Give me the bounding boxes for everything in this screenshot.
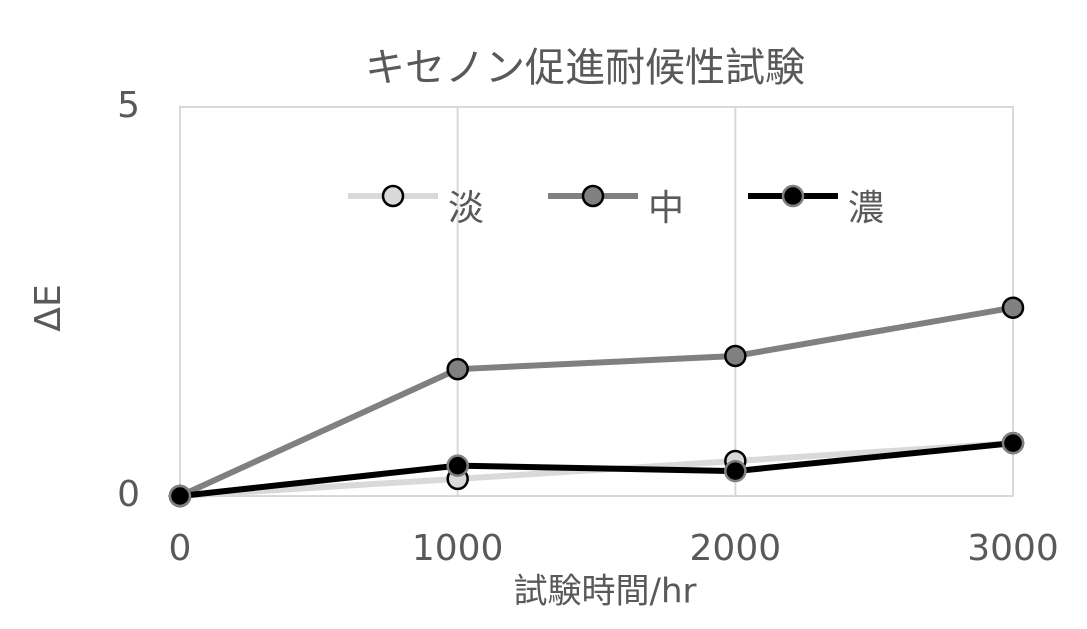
chart-title: キセノン促進耐候性試験 [365, 45, 805, 91]
x-tick-label: 1000 [412, 528, 504, 569]
x-tick-label: 3000 [967, 528, 1059, 569]
x-axis-label: 試験時間/hr [514, 572, 697, 612]
marker [446, 454, 469, 477]
marker [724, 459, 747, 483]
y-tick-label: 0 [117, 474, 140, 515]
x-tick-label: 0 [169, 528, 192, 569]
series-line [178, 304, 1014, 499]
y-axis-label: ΔE [28, 284, 69, 331]
legend-marker [781, 184, 805, 208]
marker [1001, 431, 1025, 455]
x-tick-label: 2000 [690, 528, 782, 569]
marker [168, 484, 192, 508]
legend-label: 中 [648, 188, 684, 229]
legend-label: 淡 [448, 188, 484, 229]
marker [446, 357, 469, 381]
legend-marker [381, 184, 405, 208]
legend-marker [581, 184, 605, 208]
legend-label: 濃 [848, 188, 884, 229]
marker [724, 344, 747, 368]
marker [1001, 296, 1025, 319]
y-tick-label: 5 [117, 85, 140, 126]
series-line [179, 440, 1014, 499]
